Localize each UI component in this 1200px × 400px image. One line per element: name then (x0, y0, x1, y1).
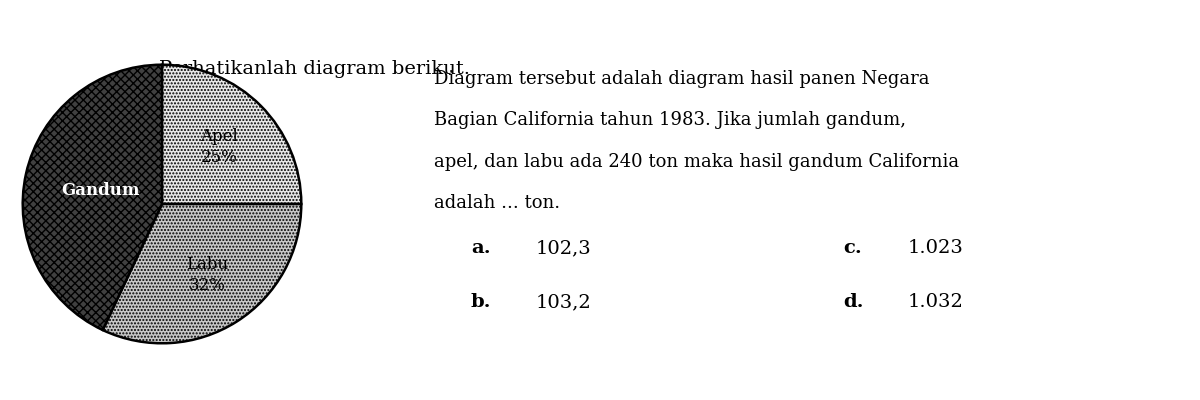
Text: Perhatikanlah diagram berikut.: Perhatikanlah diagram berikut. (160, 60, 470, 78)
Text: Gandum: Gandum (61, 182, 140, 199)
Wedge shape (103, 204, 301, 343)
Text: Diagram tersebut adalah diagram hasil panen Negara: Diagram tersebut adalah diagram hasil pa… (433, 70, 929, 88)
Text: c.: c. (842, 239, 862, 257)
Text: 103,2: 103,2 (536, 293, 592, 311)
Text: Labu
32%: Labu 32% (186, 256, 228, 294)
Text: 1.023: 1.023 (908, 239, 964, 257)
Text: d.: d. (842, 293, 863, 311)
Text: 102,3: 102,3 (536, 239, 592, 257)
Text: apel, dan labu ada 240 ton maka hasil gandum California: apel, dan labu ada 240 ton maka hasil ga… (433, 153, 959, 171)
Text: a.: a. (470, 239, 491, 257)
Wedge shape (162, 65, 301, 204)
Text: Bagian California tahun 1983. Jika jumlah gandum,: Bagian California tahun 1983. Jika jumla… (433, 111, 906, 129)
Text: Apel
25%: Apel 25% (200, 128, 238, 166)
Text: 1.032: 1.032 (908, 293, 964, 311)
Text: b.: b. (470, 293, 491, 311)
Text: adalah ... ton.: adalah ... ton. (433, 194, 559, 212)
Wedge shape (23, 65, 162, 330)
